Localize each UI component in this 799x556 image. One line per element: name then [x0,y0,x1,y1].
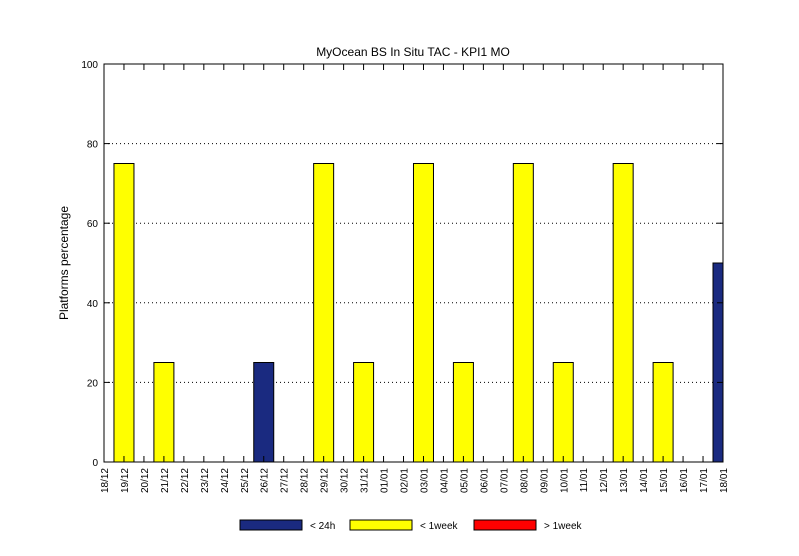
x-tick-label: 31/12 [360,468,371,493]
x-tick-label: 25/12 [240,468,251,493]
x-axis: 18/12 19/12 20/12 21/12 22/12 23/12 24/12 25/12… [100,64,730,493]
bar-19-12 [113,163,135,463]
x-tick-label: 26/12 [260,468,271,493]
x-tick-label: 17/01 [699,468,710,493]
x-tick-label: 03/01 [419,468,430,493]
legend-label: < 24h [310,521,335,532]
legend-swatch [349,519,413,531]
legend-label: < 1week [420,521,459,532]
y-tick-label: 80 [87,140,99,151]
bar-03-01 [412,163,434,463]
legend-swatch [239,519,303,531]
chart-title: MyOcean BS In Situ TAC - KPI1 MO [316,45,510,59]
bar-13-01 [612,163,634,463]
x-tick-label: 18/12 [100,468,111,493]
x-tick-label: 02/01 [400,468,411,493]
x-tick-label: 01/01 [380,468,391,493]
y-tick-label: 100 [81,60,98,71]
bar-29-12 [313,163,335,463]
x-tick-label: 19/12 [120,468,131,493]
legend-label: > 1week [544,521,583,532]
x-tick-label: 28/12 [300,468,311,493]
y-tick-label: 20 [87,378,99,389]
x-tick-label: 22/12 [180,468,191,493]
x-tick-label: 14/01 [639,468,650,493]
bar-26-12 [253,362,275,463]
x-tick-label: 16/01 [679,468,690,493]
bar-18-01 [712,262,724,463]
plot-frame [103,63,724,463]
legend: < 24h < 1week > 1week [239,519,583,532]
x-tick-label: 29/12 [320,468,331,493]
x-tick-label: 30/12 [340,468,351,493]
x-tick-label: 23/12 [200,468,211,493]
x-tick-label: 15/01 [659,468,670,493]
x-tick-label: 08/01 [519,468,530,493]
x-tick-label: 05/01 [459,468,470,493]
bar-08-01 [512,163,534,463]
x-tick-label: 21/12 [160,468,171,493]
x-tick-label: 13/01 [619,468,630,493]
bar-15-01 [652,362,674,463]
legend-swatch [473,519,537,531]
bar-05-01 [452,362,474,463]
x-tick-label: 20/12 [140,468,151,493]
y-tick-label: 60 [87,219,99,230]
bars [113,163,724,463]
x-tick-label: 11/01 [579,468,590,493]
bar-21-12 [153,362,175,463]
x-tick-label: 27/12 [280,468,291,493]
bar-10-01 [552,362,574,463]
y-tick-label: 0 [92,458,98,469]
x-tick-label: 18/01 [719,468,730,493]
bar-31-12 [353,362,375,463]
x-tick-label: 10/01 [559,468,570,493]
y-tick-label: 40 [87,299,99,310]
y-axis-label: Platforms percentage [57,206,71,320]
x-tick-label: 12/01 [599,468,610,493]
x-tick-label: 09/01 [539,468,550,493]
x-tick-label: 24/12 [220,468,231,493]
x-tick-label: 04/01 [439,468,450,493]
y-axis: 0 20 40 60 80 100 [81,60,723,469]
x-tick-label: 06/01 [479,468,490,493]
x-tick-label: 07/01 [499,468,510,493]
